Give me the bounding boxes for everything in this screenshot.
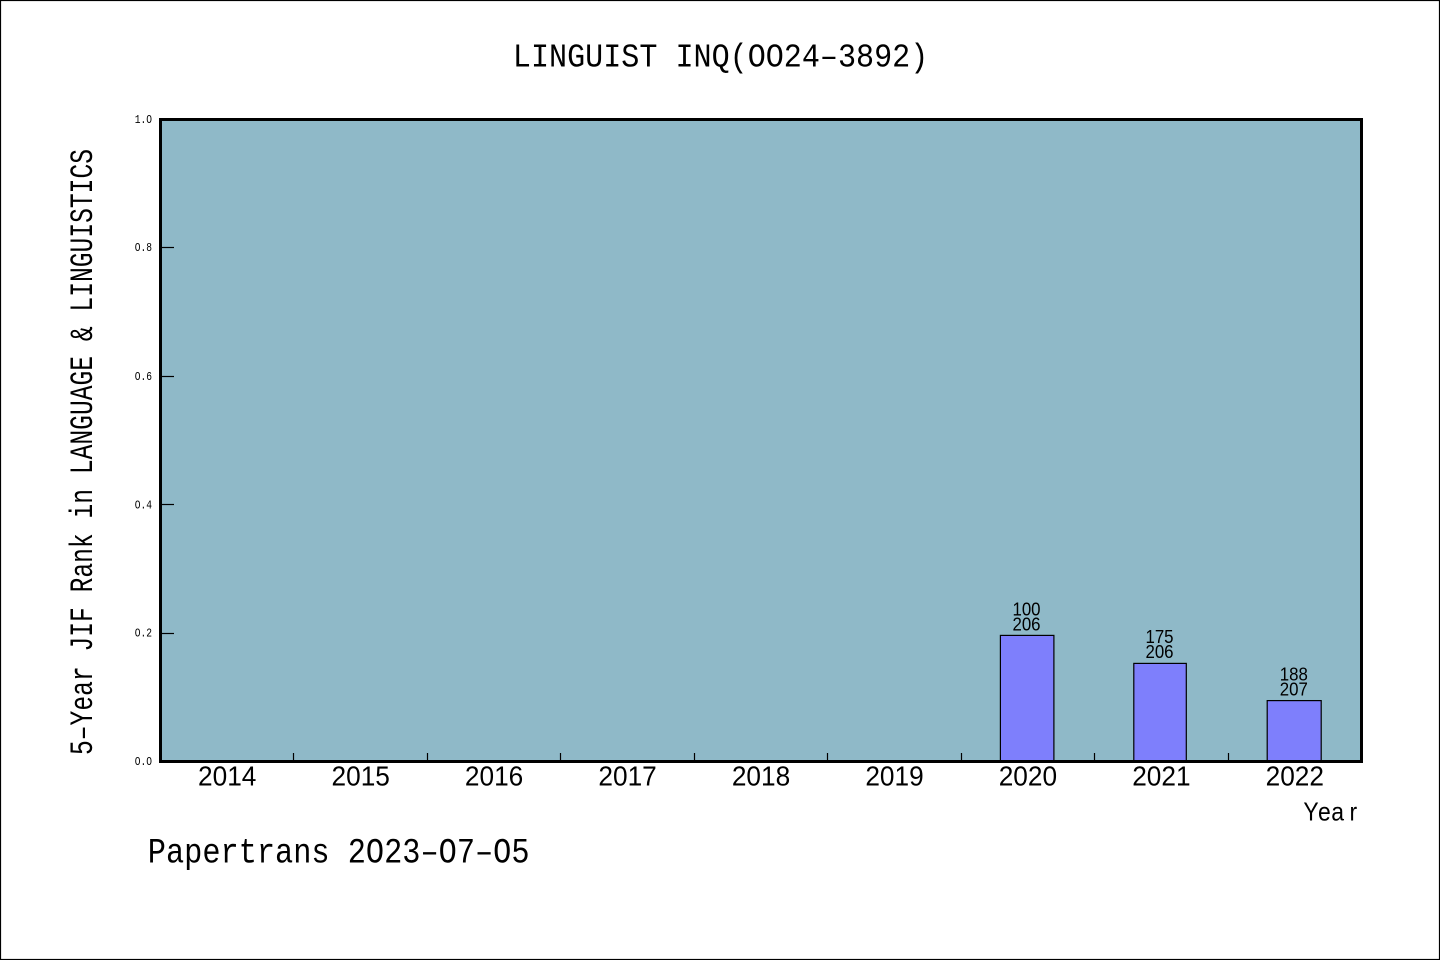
svg-text:Papertrans 2O23–O7–O5: Papertrans 2O23–O7–O5 <box>148 833 530 873</box>
svg-text:188: 188 <box>1280 664 1308 685</box>
svg-text:175: 175 <box>1145 626 1173 647</box>
svg-text:O.6: O.6 <box>135 371 152 384</box>
svg-text:O.2: O.2 <box>135 628 152 641</box>
svg-text:LINGUIST INQ(OO24–3892): LINGUIST INQ(OO24–3892) <box>513 40 928 77</box>
svg-text:2017: 2017 <box>598 760 656 792</box>
svg-text:1.O: 1.O <box>135 114 152 127</box>
svg-text:2020: 2020 <box>999 760 1057 792</box>
svg-text:2016: 2016 <box>465 760 523 792</box>
svg-text:100: 100 <box>1012 599 1040 620</box>
svg-text:2018: 2018 <box>732 760 790 792</box>
svg-text:206: 206 <box>1012 614 1040 635</box>
svg-text:2014: 2014 <box>198 760 256 792</box>
svg-text:2021: 2021 <box>1132 760 1190 792</box>
svg-text:207: 207 <box>1280 679 1308 700</box>
svg-text:2022: 2022 <box>1266 760 1324 792</box>
svg-text:O.O: O.O <box>135 756 152 769</box>
svg-text:206: 206 <box>1145 641 1173 662</box>
svg-text:O.8: O.8 <box>135 242 152 255</box>
svg-text:2019: 2019 <box>865 760 923 792</box>
svg-text:O.4: O.4 <box>135 499 152 512</box>
svg-text:2015: 2015 <box>332 760 390 792</box>
svg-text:5–Year JIF Rank in LANGUAGE &: 5–Year JIF Rank in LANGUAGE & LINGUISTIC… <box>65 149 102 755</box>
svg-text:Year: Year <box>1303 799 1357 827</box>
